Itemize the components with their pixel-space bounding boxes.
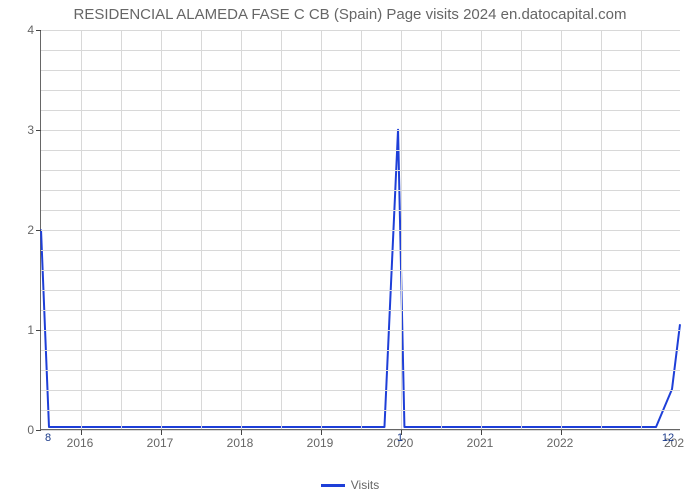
x-tick-label: 2016	[67, 436, 94, 450]
chart-title: RESIDENCIAL ALAMEDA FASE C CB (Spain) Pa…	[0, 6, 700, 23]
legend-label: Visits	[351, 478, 379, 492]
y-tick-label: 3	[4, 123, 34, 137]
x-tick-label: 2018	[227, 436, 254, 450]
x-tick-label: 2019	[307, 436, 334, 450]
y-tick-label: 0	[4, 423, 34, 437]
chart-container: RESIDENCIAL ALAMEDA FASE C CB (Spain) Pa…	[0, 0, 700, 500]
series-data-label: 12	[662, 432, 674, 444]
x-tick-label: 2022	[547, 436, 574, 450]
y-tick-label: 1	[4, 323, 34, 337]
series-data-label: 1	[397, 432, 403, 444]
legend: Visits	[0, 478, 700, 492]
legend-swatch	[321, 484, 345, 487]
y-tick-label: 2	[4, 223, 34, 237]
x-tick-label: 2021	[467, 436, 494, 450]
series-data-label: 8	[45, 432, 51, 444]
plot-area	[40, 30, 680, 430]
x-tick-label: 2017	[147, 436, 174, 450]
y-tick-label: 4	[4, 23, 34, 37]
